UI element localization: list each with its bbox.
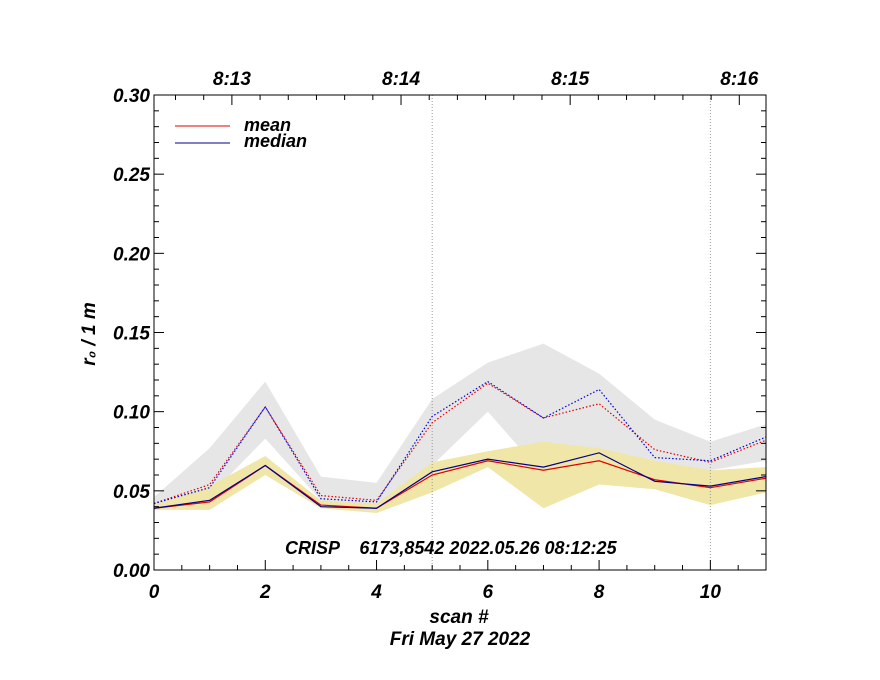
top-time-label: 8:16 <box>720 69 758 90</box>
legend-mean-label: mean <box>244 115 291 135</box>
x-tick-label: 8 <box>594 582 605 603</box>
x-tick-label: 4 <box>370 582 382 603</box>
legend: mean median <box>175 115 307 151</box>
vertical-gridlines <box>431 95 711 570</box>
y-axis-label: r₀ / 1 m <box>79 302 100 366</box>
y-tick-label: 0.25 <box>113 165 150 186</box>
y-tick-label: 0.15 <box>113 324 150 345</box>
tick-labels: 0 2 4 6 8 10 0.00 0.05 0.10 0.15 0.20 0.25 0.30 8:13 8… <box>113 69 759 603</box>
x-tick-label: 6 <box>483 582 494 603</box>
x-tick-label: 0 <box>149 582 160 603</box>
top-time-label: 8:13 <box>213 69 251 90</box>
data-series <box>153 380 767 509</box>
axis-ticks <box>153 94 767 571</box>
y-tick-label: 0.20 <box>113 244 150 265</box>
y-tick-label: 0.05 <box>113 482 150 503</box>
x-tick-label: 10 <box>700 582 722 603</box>
y-tick-label: 0.30 <box>113 86 150 107</box>
plot-frame <box>153 94 767 571</box>
y-tick-label: 0.10 <box>113 403 150 424</box>
series-median-line <box>153 452 767 509</box>
top-time-label: 8:14 <box>382 69 420 90</box>
legend-median-label: median <box>244 131 307 151</box>
chart-annotation: CRISP 6173,8542 2022.05.26 08:12:25 <box>285 538 618 558</box>
range-bands <box>154 343 766 513</box>
date-label: Fri May 27 2022 <box>390 629 531 650</box>
series-mean-upper-line <box>153 382 767 505</box>
x-axis-label: scan # <box>429 607 489 628</box>
y-tick-label: 0.00 <box>113 561 150 582</box>
x-tick-label: 2 <box>259 582 271 603</box>
top-time-label: 8:15 <box>551 69 589 90</box>
